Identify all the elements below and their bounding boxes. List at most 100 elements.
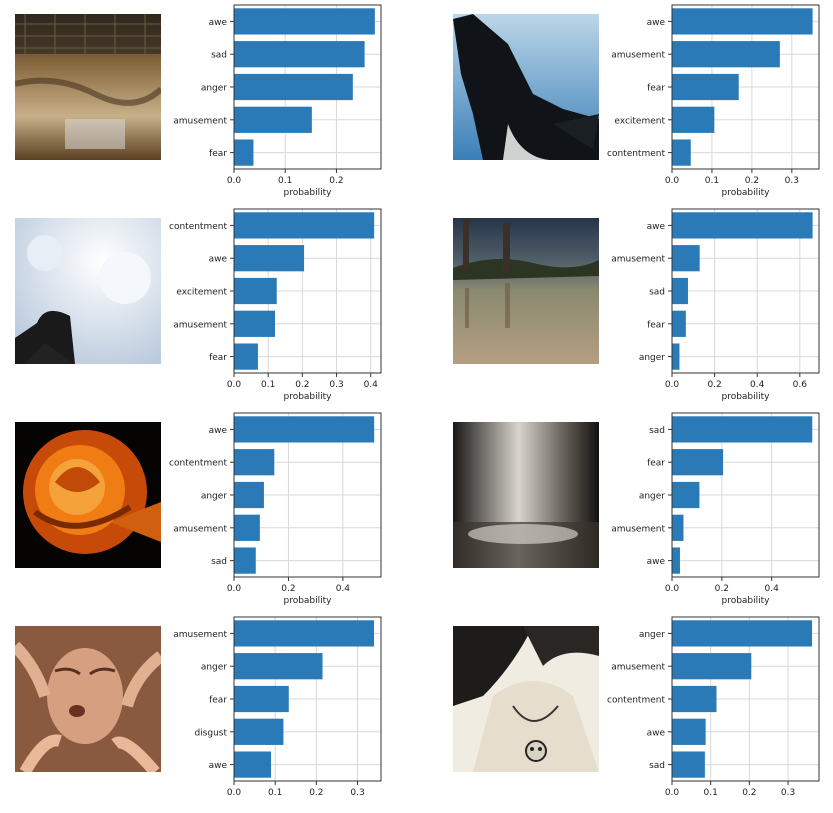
category-label: contentment [169, 222, 227, 232]
x-tick-label: 0.2 [281, 584, 295, 594]
bar-fear [234, 139, 254, 166]
bar-fear [672, 310, 686, 337]
category-label: awe [209, 255, 228, 265]
bar-awe [234, 751, 272, 778]
bar-fear [672, 73, 739, 101]
x-axis-label: probability [283, 392, 332, 402]
bar-contentment [234, 212, 375, 239]
category-label: awe [647, 728, 666, 738]
category-label: amusement [611, 663, 665, 673]
bar-anger [234, 653, 323, 680]
x-tick-label: 0.0 [227, 380, 242, 390]
bar-sad [672, 751, 705, 778]
category-label: awe [647, 222, 666, 232]
category-label: anger [639, 492, 665, 502]
category-label: fear [209, 696, 227, 706]
bar-chart-1: awe sad anger amusement fear 0.0 0.1 0.2 probabi… [173, 4, 382, 198]
bar-awe [234, 245, 305, 272]
x-axis-label: probability [721, 188, 770, 198]
category-label: fear [647, 320, 665, 330]
x-tick-label: 0.0 [665, 380, 680, 390]
bar-contentment [672, 139, 691, 166]
category-label: contentment [169, 459, 227, 469]
plot-frame [233, 4, 382, 170]
category-label: anger [201, 84, 227, 94]
category-label: amusement [611, 524, 665, 534]
bar-amusement [234, 106, 312, 133]
x-tick-label: 0.2 [742, 788, 756, 798]
bar-fear [234, 343, 258, 370]
category-label: fear [209, 353, 227, 363]
x-tick-label: 0.2 [329, 176, 343, 186]
plot-frame [233, 412, 382, 578]
category-label: sad [211, 557, 227, 567]
bar-awe [672, 718, 706, 745]
x-tick-label: 0.0 [665, 788, 680, 798]
category-label: excitement [614, 116, 665, 126]
bar-awe [234, 416, 375, 443]
bar-amusement [672, 653, 752, 680]
bar-sad [672, 416, 813, 443]
bar-amusement [234, 514, 260, 541]
bar-awe [672, 212, 813, 239]
category-label: anger [639, 630, 665, 640]
category-label: anger [201, 663, 227, 673]
category-label: anger [201, 492, 227, 502]
x-tick-label: 0.1 [261, 380, 275, 390]
x-axis-label: probability [721, 596, 770, 606]
orca-whale-photo [453, 14, 599, 160]
x-tick-label: 0.0 [227, 176, 242, 186]
bar-awe [672, 547, 680, 574]
category-label: anger [639, 353, 665, 363]
bar-fear [234, 685, 289, 713]
bar-amusement [672, 245, 700, 272]
category-label: sad [649, 761, 665, 771]
bar-sad [234, 41, 365, 68]
people-wading-shore-photo [453, 218, 599, 364]
bar-disgust [234, 718, 284, 745]
category-label: sad [211, 51, 227, 61]
x-tick-label: 0.1 [704, 788, 718, 798]
category-label: amusement [611, 51, 665, 61]
bar-amusement [672, 41, 780, 68]
textured-sepia-wall-photo [15, 14, 161, 160]
orange-rose-photo [15, 422, 161, 568]
category-label: excitement [176, 288, 227, 298]
category-label: awe [209, 426, 228, 436]
bar-amusement [672, 514, 684, 541]
category-label: amusement [173, 630, 227, 640]
bar-contentment [234, 449, 275, 476]
bar-amusement [234, 310, 276, 337]
bar-amusement [234, 620, 374, 647]
x-tick-label: 0.0 [665, 584, 680, 594]
category-label: amusement [173, 320, 227, 330]
bar-sad [672, 277, 688, 305]
laughing-woman-sky-photo [15, 218, 161, 364]
x-tick-label: 0.1 [705, 176, 719, 186]
bar-awe [234, 8, 375, 35]
category-label: fear [647, 459, 665, 469]
x-tick-label: 0.6 [793, 380, 808, 390]
x-axis-label: probability [283, 596, 332, 606]
x-tick-label: 0.3 [329, 380, 343, 390]
bar-chart-7: amusement anger fear disgust awe 0.0 0.1 0.2 0.3 [173, 616, 382, 798]
dim-room-floor-photo [453, 422, 599, 568]
category-label: disgust [194, 728, 227, 738]
bar-anger [234, 73, 353, 101]
bar-contentment [672, 685, 717, 713]
x-tick-label: 0.0 [227, 584, 242, 594]
bar-anger [234, 481, 264, 509]
x-tick-label: 0.3 [350, 788, 364, 798]
category-label: awe [647, 557, 666, 567]
x-tick-label: 0.2 [715, 584, 729, 594]
x-tick-label: 0.3 [781, 788, 795, 798]
x-tick-label: 0.0 [227, 788, 242, 798]
category-label: contentment [607, 149, 665, 159]
bar-chart-5: awe contentment anger amusement sad 0.0 0.2 0.4… [169, 412, 382, 606]
x-tick-label: 0.2 [309, 788, 323, 798]
x-tick-label: 0.1 [278, 176, 292, 186]
bar-sad [234, 547, 256, 574]
x-tick-label: 0.4 [336, 584, 351, 594]
category-label: amusement [173, 524, 227, 534]
face-surrounded-by-hands-photo [15, 626, 161, 772]
